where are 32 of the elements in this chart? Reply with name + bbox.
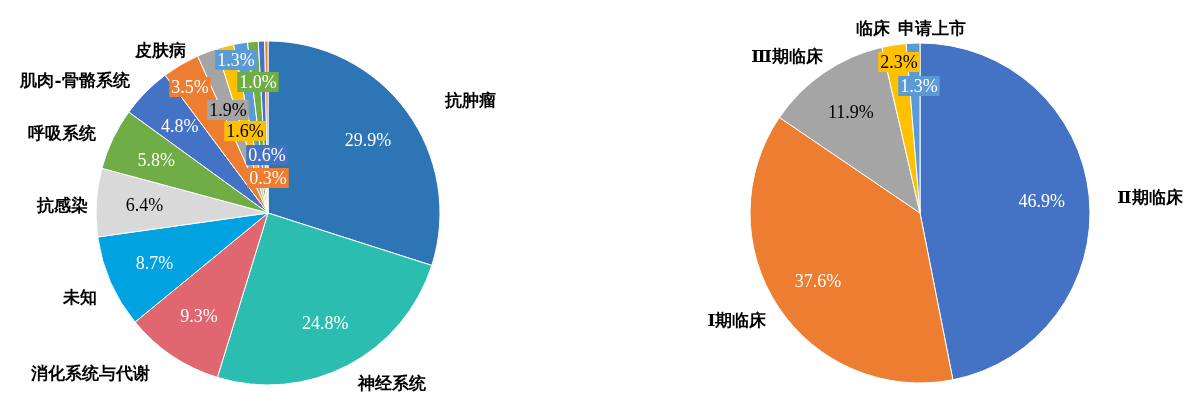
data-label: 1.3% [217, 50, 255, 70]
data-label: 0.6% [248, 145, 286, 165]
slice-label: 消化系统与代谢 [29, 363, 150, 383]
slice-label: 皮肤病 [133, 40, 186, 60]
data-label: 0.3% [249, 168, 287, 188]
slice-label: Ⅱ期临床 [1117, 187, 1184, 207]
slice-label: 申请上市 [898, 18, 966, 38]
data-label: 9.3% [180, 305, 218, 326]
data-label: 1.0% [239, 72, 277, 92]
data-label: 8.7% [135, 252, 174, 273]
data-label: 1.6% [226, 121, 264, 141]
data-label: 46.9% [1018, 191, 1066, 212]
data-label: 37.6% [794, 270, 842, 291]
data-label: 29.9% [344, 129, 392, 150]
slice-label: 未知 [62, 287, 97, 307]
slice-label: Ⅲ期临床 [751, 46, 824, 66]
data-label: 4.8% [161, 116, 199, 137]
slice-label: 神经系统 [357, 373, 427, 393]
data-label: 3.5% [171, 77, 209, 97]
data-label: 11.9% [827, 101, 874, 122]
slice-label: Ⅰ期临床 [707, 310, 768, 330]
data-label: 6.4% [125, 195, 164, 216]
data-label: 1.3% [900, 76, 938, 96]
slice-label: 呼吸系统 [28, 123, 97, 143]
slice-label: 抗肿瘤 [444, 90, 496, 110]
slice-label: 临床 [856, 18, 891, 38]
data-label: 1.9% [209, 100, 247, 120]
data-label: 5.8% [137, 149, 175, 170]
data-label: 24.8% [302, 312, 349, 333]
data-label: 2.3% [880, 52, 918, 72]
slice-label: 肌肉-骨骼系统 [19, 70, 131, 90]
slice-label: 抗感染 [35, 195, 88, 215]
